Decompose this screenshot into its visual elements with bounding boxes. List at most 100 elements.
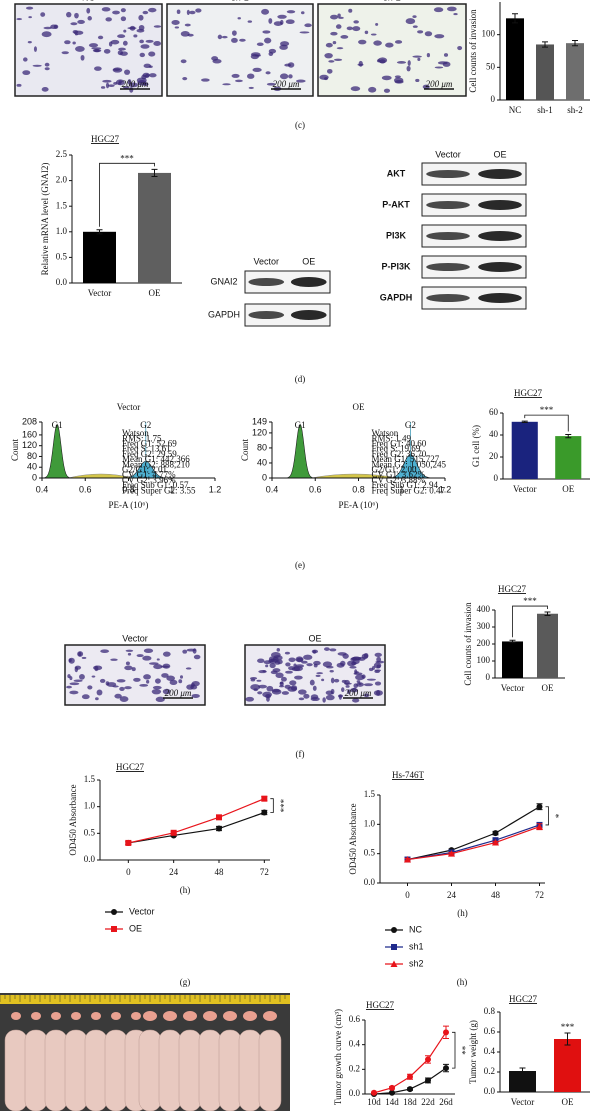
y-axis-label: G1 cell (%) <box>471 425 481 467</box>
cell-stain <box>69 682 80 686</box>
cell-stain <box>40 12 46 17</box>
y-tick-label: 0 <box>486 672 491 682</box>
cell-stain <box>119 696 129 703</box>
x-tick-label: OE <box>149 288 161 298</box>
cell-stain <box>99 678 106 683</box>
cell-stain <box>66 685 72 689</box>
cell-stain <box>264 37 272 44</box>
cell-stain <box>295 79 306 83</box>
x-tick-label: 48 <box>215 867 225 877</box>
cell-stain <box>66 11 72 18</box>
cell-stain <box>337 13 341 18</box>
cell-stain <box>337 694 344 698</box>
y-axis-label: Count <box>240 439 250 462</box>
micrograph-title: OE <box>308 633 321 643</box>
cell-stain <box>412 55 422 58</box>
cell-stain <box>325 694 335 701</box>
cell-stain <box>74 33 78 36</box>
cell-stain <box>303 654 313 660</box>
tumor <box>91 1012 101 1020</box>
blot-band <box>290 277 327 287</box>
cell-stain <box>406 65 411 72</box>
error-bar <box>519 1067 526 1075</box>
cell-stain <box>248 86 254 89</box>
series-line <box>407 806 540 861</box>
legend-label: OE <box>129 923 142 933</box>
x-axis-label: PE-A (10⁶) <box>339 500 379 510</box>
peak-label: G1 <box>52 420 63 430</box>
panel-label: (d) <box>295 374 306 384</box>
cell-stain <box>258 684 267 689</box>
cell-stain <box>97 35 104 40</box>
x-tick-label: OE <box>562 484 574 494</box>
x-tick-label: 24 <box>169 867 179 877</box>
cell-stain <box>195 8 202 13</box>
cell-stain <box>120 51 128 56</box>
y-tick-label: 1.0 <box>364 818 376 828</box>
bracket <box>512 605 548 638</box>
cell-stain <box>153 25 162 28</box>
cell-stain <box>138 14 144 21</box>
cell-stain <box>133 677 141 682</box>
cell-stain <box>375 22 379 26</box>
cell-stain <box>25 6 34 10</box>
x-tick-label: sh-1 <box>537 105 553 115</box>
cell-stain <box>356 680 361 683</box>
y-tick-label: 300 <box>477 621 491 631</box>
legend-marker <box>390 960 398 967</box>
annotation: *** <box>523 596 537 606</box>
flow-stat: Watson <box>122 428 149 438</box>
blot-frame <box>421 286 527 310</box>
blot-label: AKT <box>387 168 406 178</box>
y-tick-label: 0.6 <box>349 1014 361 1024</box>
cell-stain <box>155 696 165 702</box>
cell-stain <box>330 31 338 36</box>
cell-stain <box>352 26 361 32</box>
cell-stain <box>106 682 117 687</box>
cell-stain <box>286 10 296 14</box>
cell-stain <box>252 67 262 73</box>
tumor <box>111 1012 121 1020</box>
cell-stain <box>306 663 313 667</box>
lane-label: OE <box>493 149 506 159</box>
y-tick-label: 0.0 <box>84 854 96 864</box>
cell-stain <box>77 651 84 657</box>
blot-frame <box>421 255 527 279</box>
cell-stain <box>22 70 31 76</box>
cell-stain <box>288 666 296 671</box>
scale-text: 200 μm <box>345 688 372 698</box>
cell-stain <box>67 674 71 679</box>
cell-stain <box>153 40 162 47</box>
cell-stain <box>115 79 125 86</box>
cell-stain <box>377 57 388 64</box>
cell-stain <box>105 82 110 89</box>
x-tick-label: 0 <box>405 890 410 900</box>
cell-stain <box>79 674 85 680</box>
cell-stain <box>178 679 183 684</box>
blot-band <box>426 201 470 209</box>
peak-label: G1 <box>295 420 306 430</box>
cell-stain <box>114 693 122 699</box>
y-tick-label: 0.0 <box>56 277 68 287</box>
cell-stain <box>102 79 112 83</box>
cell-stain <box>322 697 326 703</box>
cell-stain <box>68 657 75 664</box>
cell-stain <box>329 648 337 652</box>
cell-stain <box>316 672 324 675</box>
cell-stain <box>70 22 78 26</box>
series-line <box>373 1031 447 1094</box>
legend-marker <box>391 944 397 950</box>
cell-stain <box>338 16 344 19</box>
cell-stain <box>191 693 200 698</box>
cell-stain <box>74 12 79 19</box>
x-tick-label: 0.4 <box>36 484 49 494</box>
x-tick-label: 1.2 <box>439 484 452 494</box>
cell-stain <box>161 673 169 678</box>
cell-stain <box>336 662 345 668</box>
blot-label: GNAI2 <box>210 276 237 286</box>
cell-stain <box>86 7 91 14</box>
y-tick-label: 200 <box>477 638 491 648</box>
tumor <box>243 1011 257 1021</box>
cell-stain <box>235 79 243 83</box>
